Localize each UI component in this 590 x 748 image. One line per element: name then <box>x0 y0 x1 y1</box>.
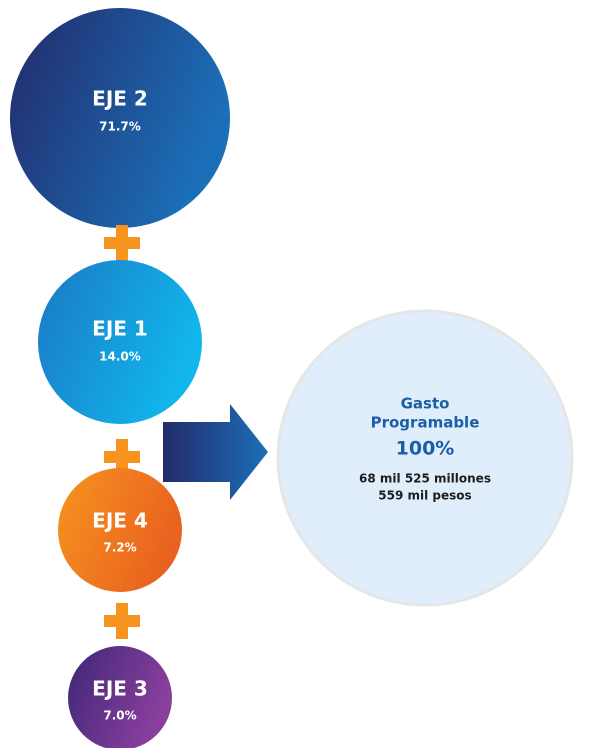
total-amount: 68 mil 525 millones <box>359 472 491 486</box>
total-title: Programable <box>371 414 480 432</box>
node-value: 7.2% <box>103 541 136 555</box>
node-circle <box>38 260 202 424</box>
node-circle <box>68 646 172 748</box>
node-value: 7.0% <box>103 709 136 723</box>
plus <box>104 439 140 475</box>
plus <box>104 225 140 261</box>
node-label: EJE 1 <box>92 317 148 341</box>
node-value: 14.0% <box>99 350 141 364</box>
node-circle <box>10 8 230 228</box>
node-circle <box>58 468 182 592</box>
node-label: EJE 3 <box>92 677 148 701</box>
total-title: Gasto <box>401 395 450 413</box>
plus <box>104 603 140 639</box>
node-label: EJE 4 <box>92 509 148 533</box>
arrow <box>163 404 268 500</box>
total-amount: 559 mil pesos <box>378 489 471 503</box>
node-value: 71.7% <box>99 120 141 134</box>
total-circle <box>276 309 574 607</box>
node-label: EJE 2 <box>92 87 148 111</box>
total-value: 100% <box>396 438 455 460</box>
